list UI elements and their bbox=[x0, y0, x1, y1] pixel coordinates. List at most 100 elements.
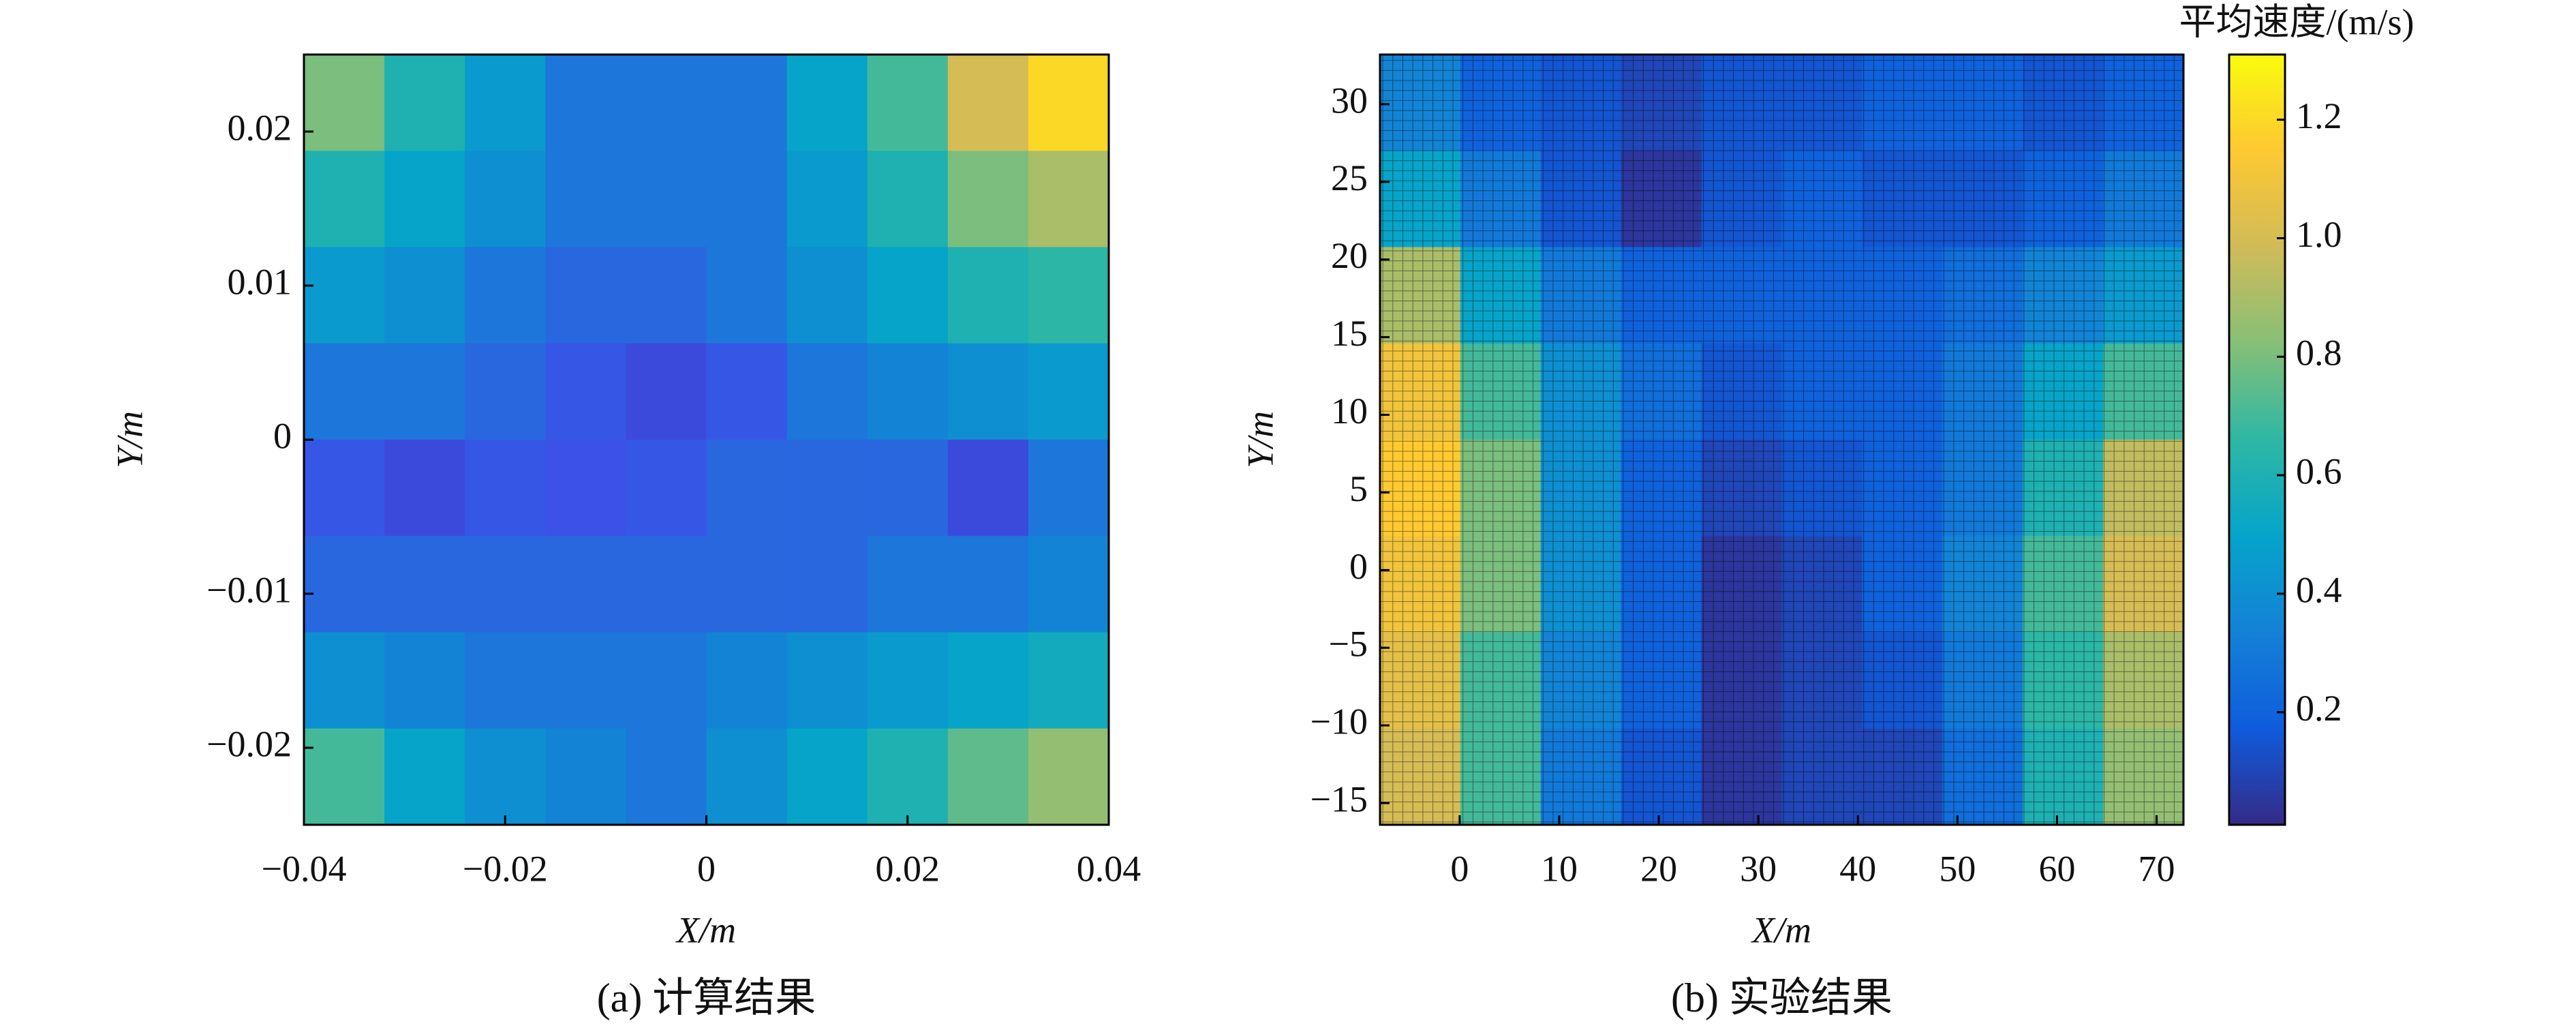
colorbar-tick-label: 0.2 bbox=[2296, 688, 2342, 729]
heat-cell bbox=[545, 632, 626, 729]
x-axis-label: X/m bbox=[1751, 909, 1811, 950]
colorbar-tick-label: 0.6 bbox=[2296, 451, 2342, 492]
heat-cell bbox=[545, 55, 626, 151]
heat-cell bbox=[706, 343, 788, 440]
heat-cell bbox=[545, 728, 626, 825]
heat-cell bbox=[304, 55, 385, 151]
heat-cell bbox=[1028, 632, 1109, 729]
heat-cell bbox=[304, 247, 385, 344]
heat-cell bbox=[786, 343, 868, 440]
heat-cell bbox=[545, 151, 626, 248]
y-tick-label: 0.01 bbox=[228, 261, 292, 302]
heat-cell bbox=[706, 55, 788, 151]
heat-cell bbox=[867, 247, 949, 344]
heat-cell bbox=[626, 55, 707, 151]
heat-cell bbox=[626, 536, 707, 633]
heat-cell bbox=[545, 536, 626, 633]
heat-cell bbox=[1028, 247, 1109, 344]
y-tick-label: −10 bbox=[1310, 701, 1368, 742]
y-tick-label: −5 bbox=[1329, 624, 1368, 665]
caption: (b) 实验结果 bbox=[1671, 975, 1892, 1020]
heat-cell bbox=[947, 55, 1029, 151]
mesh-overlay bbox=[1380, 55, 2183, 825]
y-tick-label: 25 bbox=[1331, 157, 1368, 198]
heat-cell bbox=[545, 247, 626, 344]
colorbar-tick-label: 1.0 bbox=[2296, 214, 2342, 255]
x-tick-label: 40 bbox=[1839, 848, 1876, 889]
y-tick-label: 15 bbox=[1331, 313, 1368, 354]
heat-cell bbox=[465, 728, 546, 825]
heat-cell bbox=[465, 151, 546, 248]
heat-cell bbox=[384, 440, 465, 536]
y-tick-label: 30 bbox=[1331, 80, 1368, 121]
heat-cell bbox=[867, 536, 949, 633]
heat-cell bbox=[465, 343, 546, 440]
heat-cell bbox=[626, 247, 707, 344]
heat-cell bbox=[465, 536, 546, 633]
heat-cell bbox=[1028, 536, 1109, 633]
heat-cell bbox=[786, 55, 868, 151]
heat-cell bbox=[947, 247, 1029, 344]
heat-cell bbox=[304, 440, 385, 536]
y-tick-label: −0.01 bbox=[206, 569, 292, 610]
heat-cell bbox=[626, 440, 707, 536]
heat-cell bbox=[304, 728, 385, 825]
x-tick-label: 10 bbox=[1541, 848, 1578, 889]
x-tick-label: 50 bbox=[1939, 848, 1976, 889]
y-tick-label: −0.02 bbox=[206, 723, 292, 764]
heat-cell bbox=[1028, 343, 1109, 440]
heat-cell bbox=[947, 440, 1029, 536]
heat-cell bbox=[465, 440, 546, 536]
heat-cell bbox=[384, 55, 465, 151]
heat-cell bbox=[304, 632, 385, 729]
colorbar-tick-label: 0.8 bbox=[2296, 333, 2342, 374]
heat-cell bbox=[465, 55, 546, 151]
heat-cell bbox=[384, 536, 465, 633]
x-tick-label: 0 bbox=[697, 848, 716, 889]
heat-cell bbox=[786, 151, 868, 248]
heat-cell bbox=[947, 728, 1029, 825]
heat-cell bbox=[626, 728, 707, 825]
heat-cell bbox=[1028, 151, 1109, 248]
y-tick-label: 0.02 bbox=[228, 107, 292, 148]
heat-cell bbox=[384, 728, 465, 825]
heat-cell bbox=[786, 632, 868, 729]
heat-cell bbox=[626, 343, 707, 440]
caption: (a) 计算结果 bbox=[597, 975, 816, 1020]
heat-cell bbox=[867, 632, 949, 729]
heat-cell bbox=[786, 536, 868, 633]
x-tick-label: 20 bbox=[1640, 848, 1677, 889]
heat-cell bbox=[947, 151, 1029, 248]
heat-cell bbox=[867, 55, 949, 151]
heat-cell bbox=[706, 247, 788, 344]
colorbar-tick-label: 0.4 bbox=[2296, 569, 2342, 610]
heat-cell bbox=[304, 151, 385, 248]
y-tick-label: 5 bbox=[1349, 468, 1368, 509]
heat-cell bbox=[1028, 440, 1109, 536]
heat-cell bbox=[947, 343, 1029, 440]
y-tick-label: 0 bbox=[1349, 546, 1368, 587]
colorbar bbox=[2228, 53, 2286, 826]
heat-cell bbox=[1028, 728, 1109, 825]
heat-cell bbox=[706, 151, 788, 248]
y-axis-label: Y/m bbox=[109, 411, 150, 468]
x-tick-label: 30 bbox=[1740, 848, 1777, 889]
x-axis-label: X/m bbox=[675, 909, 736, 950]
heat-cell bbox=[384, 247, 465, 344]
colorbar-tick-label: 1.2 bbox=[2296, 95, 2342, 136]
heat-cell bbox=[786, 440, 868, 536]
heat-cell bbox=[786, 728, 868, 825]
heat-cell bbox=[304, 343, 385, 440]
y-tick-label: −15 bbox=[1310, 778, 1368, 819]
heat-cell bbox=[545, 440, 626, 536]
y-tick-label: 10 bbox=[1331, 391, 1368, 431]
heat-cell bbox=[384, 632, 465, 729]
heat-cell bbox=[706, 728, 788, 825]
heat-cell bbox=[947, 536, 1029, 633]
heat-cell bbox=[304, 536, 385, 633]
x-tick-label: 0.02 bbox=[876, 848, 940, 889]
heat-cell bbox=[545, 343, 626, 440]
heat-cell bbox=[1028, 55, 1109, 151]
colorbar-title: 平均速度/(m/s) bbox=[2179, 1, 2414, 42]
